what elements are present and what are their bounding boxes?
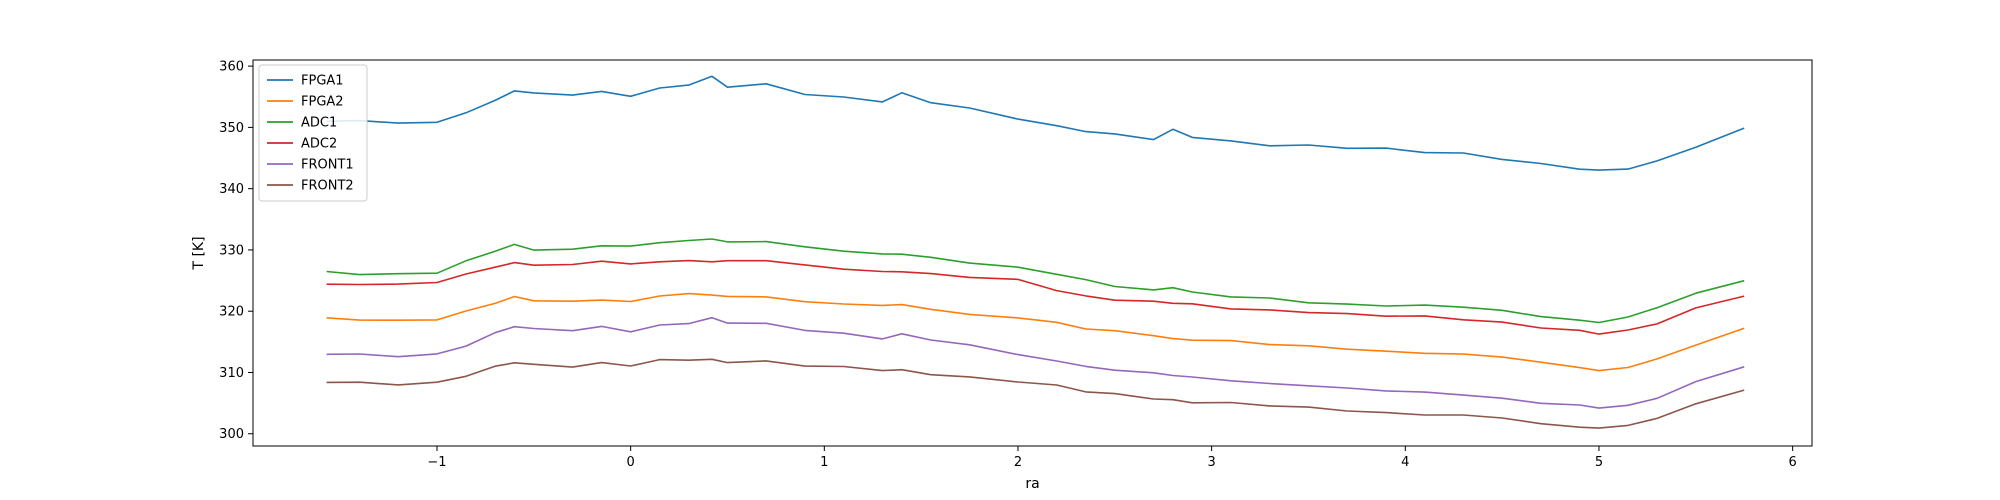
x-tick-label: 6: [1788, 455, 1796, 470]
y-tick-label: 360: [219, 60, 244, 75]
y-tick-label: 330: [219, 243, 244, 258]
x-tick-label: 0: [627, 455, 635, 470]
x-tick-label: −1: [427, 455, 446, 470]
legend-entry-adc2: ADC2: [301, 137, 337, 152]
y-tick-label: 320: [219, 305, 244, 320]
x-tick-label: 5: [1595, 455, 1603, 470]
legend: FPGA1 FPGA2 ADC1 ADC2 FRONT1 FRONT2: [258, 64, 368, 202]
legend-entry-front2: FRONT2: [301, 179, 354, 194]
series-line-fpga1: [326, 75, 1745, 171]
y-tick-label: 300: [219, 427, 244, 442]
y-tick-label: 350: [219, 121, 244, 136]
x-tick-label: 1: [820, 455, 828, 470]
y-axis-label: T [K]: [191, 236, 207, 270]
legend-entry-adc1: ADC1: [301, 116, 337, 131]
x-tick-label: 3: [1207, 455, 1215, 470]
x-axis: −1 0 1 2 3 4 5 6: [427, 446, 1797, 470]
legend-entry-front1: FRONT1: [301, 158, 354, 173]
series-line-adc2: [326, 259, 1745, 335]
y-tick-label: 310: [219, 366, 244, 381]
plot-area-frame: [252, 59, 1813, 447]
x-tick-label: 2: [1014, 455, 1022, 470]
legend-entry-fpga2: FPGA2: [301, 95, 344, 110]
legend-entry-fpga1: FPGA1: [301, 74, 344, 89]
series-line-fpga2: [326, 292, 1745, 372]
y-tick-label: 340: [219, 182, 244, 197]
series-line-front2: [326, 358, 1745, 429]
x-axis-label: ra: [1025, 476, 1039, 492]
y-axis: 300 310 320 330 340 350 360: [219, 60, 253, 442]
x-tick-label: 4: [1401, 455, 1409, 470]
series-layer: [326, 75, 1745, 429]
legend-box: [258, 64, 368, 202]
series-line-adc1: [326, 238, 1745, 324]
series-line-front1: [326, 316, 1745, 409]
